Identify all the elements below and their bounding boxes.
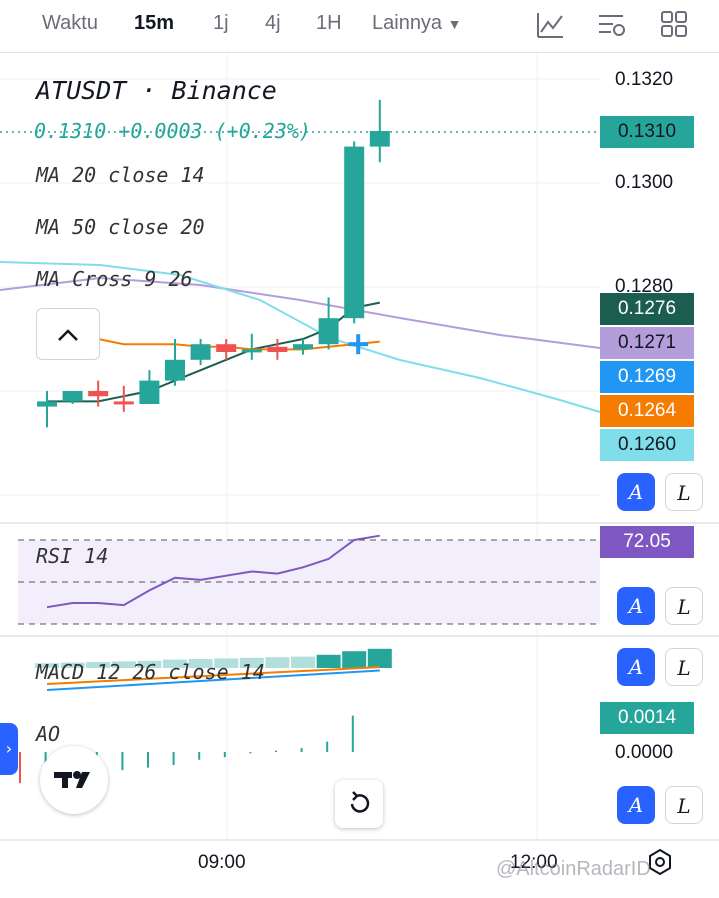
macd-histogram-bar [368, 649, 392, 668]
last-price-tag: 0.1310 [600, 116, 694, 148]
ma20-price-tag: 0.1276 [600, 293, 694, 325]
time-label: 09:00 [198, 852, 246, 874]
log-scale-button[interactable]: L [665, 587, 703, 625]
candle-body [63, 391, 83, 401]
symbol-title: ATUSDT · Binance [36, 76, 277, 105]
symbol-name: ATUSDT [36, 76, 126, 105]
candle-body [370, 131, 390, 147]
candle-body [88, 391, 108, 396]
ao-zero-tick: 0.0000 [615, 742, 673, 764]
candle-body [216, 344, 236, 352]
macd-histogram-bar [291, 657, 315, 668]
reset-chart-button[interactable] [335, 780, 383, 828]
ma-short-price-tag: 0.1260 [600, 429, 694, 461]
ma50-legend[interactable]: MA 50 close 20 [36, 215, 205, 239]
macross-legend[interactable]: MA Cross 9 26 [36, 267, 193, 291]
auto-scale-button[interactable]: A [617, 473, 655, 511]
candle-body [165, 360, 185, 381]
candle-body [242, 349, 262, 352]
ma50-price-tag: 0.1264 [600, 395, 694, 427]
auto-scale-button[interactable]: A [617, 587, 655, 625]
macd-histogram-bar [265, 657, 289, 668]
collapse-legend-button[interactable] [36, 308, 100, 360]
rsi-legend[interactable]: RSI 14 [36, 544, 108, 568]
macd-histogram-bar [317, 655, 341, 668]
cross-price-tag: 0.1269 [600, 361, 694, 393]
exchange-name: Binance [172, 76, 277, 105]
watermark: @AltcoinRadarID [496, 858, 651, 881]
auto-scale-button[interactable]: A [617, 648, 655, 686]
chevron-right-icon: › [6, 739, 12, 758]
candle-body [139, 381, 159, 404]
macd-histogram-bar [342, 651, 366, 668]
log-scale-button[interactable]: L [665, 648, 703, 686]
price-tick: 0.1300 [615, 172, 673, 194]
auto-scale-button[interactable]: A [617, 786, 655, 824]
candle-body [293, 344, 313, 349]
tv-logo-icon [40, 746, 108, 814]
ma-long-price-tag: 0.1271 [600, 327, 694, 359]
ao-legend[interactable]: AO [36, 722, 60, 746]
candle-body [191, 344, 211, 360]
rsi-value-tag: 72.05 [600, 526, 694, 558]
candle-body [319, 318, 339, 344]
candle-body [267, 347, 287, 352]
cross-marker-icon [348, 342, 368, 346]
candle-body [344, 147, 364, 319]
log-scale-button[interactable]: L [665, 786, 703, 824]
reset-icon [335, 780, 383, 828]
candle-body [37, 401, 57, 406]
log-scale-button[interactable]: L [665, 473, 703, 511]
price-tick: 0.1320 [615, 69, 673, 91]
symbol-separator: · [141, 76, 156, 105]
candle-body [114, 401, 134, 404]
macd-legend[interactable]: MACD 12 26 close 14 [36, 660, 265, 684]
tradingview-logo [40, 746, 108, 814]
price-change-line: 0.1310 +0.0003 (+0.23%) [34, 119, 311, 143]
ma20-legend[interactable]: MA 20 close 14 [36, 163, 205, 187]
chevron-up-icon [37, 309, 99, 359]
ao-value-tag: 0.0014 [600, 702, 694, 734]
expand-sidebar-button[interactable]: › [0, 723, 18, 775]
